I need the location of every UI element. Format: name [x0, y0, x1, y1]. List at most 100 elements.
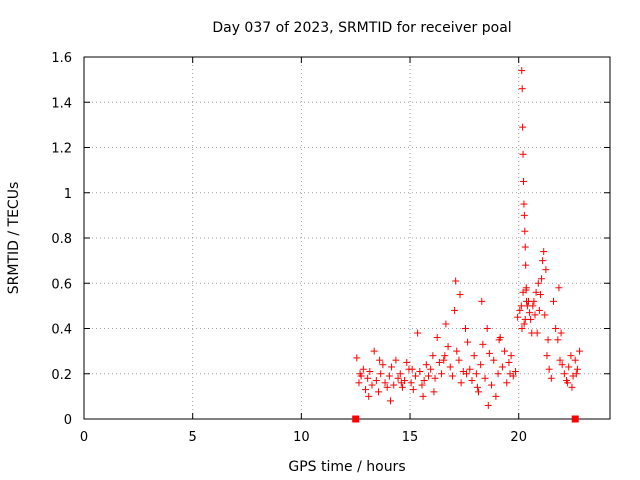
data-point	[455, 356, 463, 364]
data-point	[431, 374, 439, 382]
data-point	[517, 302, 525, 310]
data-point	[490, 356, 498, 364]
y-tick-label: 1.4	[51, 96, 72, 111]
data-point	[526, 309, 534, 317]
data-point	[409, 386, 417, 394]
data-point	[425, 372, 433, 380]
data-point	[451, 306, 459, 314]
data-point	[440, 356, 448, 364]
data-point	[532, 288, 540, 296]
data-point	[485, 349, 493, 357]
data-point	[557, 329, 565, 337]
data-point	[529, 302, 537, 310]
data-point	[531, 311, 539, 319]
data-point	[483, 325, 491, 332]
data-point	[361, 386, 369, 394]
data-point	[464, 338, 472, 346]
y-tick-label: 0.8	[51, 232, 72, 247]
data-point	[479, 340, 487, 348]
data-point	[366, 367, 374, 375]
data-point	[503, 379, 511, 387]
data-point	[441, 352, 449, 360]
data-point	[547, 374, 555, 382]
data-point	[356, 370, 364, 378]
data-point	[481, 374, 489, 382]
y-tick-label: 1.6	[51, 51, 72, 66]
data-point	[427, 365, 435, 373]
y-tick-label: 0	[64, 413, 72, 428]
x-tick-label: 5	[189, 430, 197, 445]
data-point	[536, 291, 544, 299]
data-point	[453, 347, 461, 355]
data-point	[446, 363, 454, 371]
data-point	[463, 370, 471, 378]
data-point	[429, 352, 437, 360]
data-points	[352, 67, 584, 423]
data-point	[368, 381, 376, 389]
data-point	[381, 379, 389, 387]
data-point	[355, 379, 363, 387]
data-point	[433, 334, 441, 342]
data-point	[545, 365, 553, 373]
data-point	[422, 361, 430, 369]
data-point	[468, 377, 476, 385]
data-point	[456, 291, 464, 299]
data-point	[522, 261, 530, 269]
data-point	[407, 379, 415, 387]
data-point	[568, 383, 576, 391]
data-point	[501, 347, 509, 355]
data-point-zero	[571, 415, 579, 423]
data-point	[506, 370, 514, 378]
y-tick-label: 1	[64, 187, 72, 202]
data-point	[520, 211, 528, 219]
data-point	[518, 85, 526, 93]
data-point	[377, 370, 385, 378]
x-tick-label: 0	[80, 430, 88, 445]
data-point	[498, 363, 506, 371]
data-point	[444, 343, 452, 351]
data-point	[555, 284, 563, 292]
data-point	[556, 356, 564, 364]
data-point	[521, 243, 529, 251]
data-point	[523, 297, 531, 305]
data-point	[392, 356, 400, 364]
x-axis-label: GPS time / hours	[288, 459, 405, 475]
data-point	[567, 352, 575, 360]
data-point	[418, 381, 426, 389]
data-point	[478, 297, 486, 305]
data-point	[552, 325, 560, 332]
plot-frame	[83, 56, 611, 420]
data-point	[560, 370, 568, 378]
data-point	[511, 367, 519, 375]
data-point	[492, 392, 500, 400]
data-point	[505, 358, 513, 366]
data-point	[576, 347, 584, 355]
y-tick-label: 0.2	[51, 368, 72, 383]
axis-ticks	[83, 56, 610, 420]
data-point	[572, 370, 580, 378]
data-point	[507, 352, 515, 360]
data-point	[527, 315, 535, 323]
data-point	[370, 347, 378, 355]
data-point	[564, 379, 572, 387]
data-point	[394, 374, 402, 382]
data-point	[386, 397, 394, 405]
data-point	[534, 279, 542, 287]
data-point	[472, 370, 480, 378]
data-point	[372, 377, 380, 385]
data-point	[565, 363, 573, 371]
data-point	[411, 372, 419, 380]
y-tick-label: 0.6	[51, 277, 72, 292]
y-tick-labels: 0 0.2 0.4 0.6 0.8 1 1.2 1.4 1.6	[51, 51, 72, 428]
data-point	[388, 363, 396, 371]
data-point	[488, 381, 496, 389]
data-point	[519, 177, 527, 185]
data-point	[457, 379, 465, 387]
data-point	[484, 401, 492, 409]
data-point	[541, 311, 549, 319]
y-tick-label: 0.4	[51, 323, 72, 338]
x-tick-label: 15	[402, 430, 419, 445]
data-point	[385, 372, 393, 380]
data-point	[430, 388, 438, 396]
